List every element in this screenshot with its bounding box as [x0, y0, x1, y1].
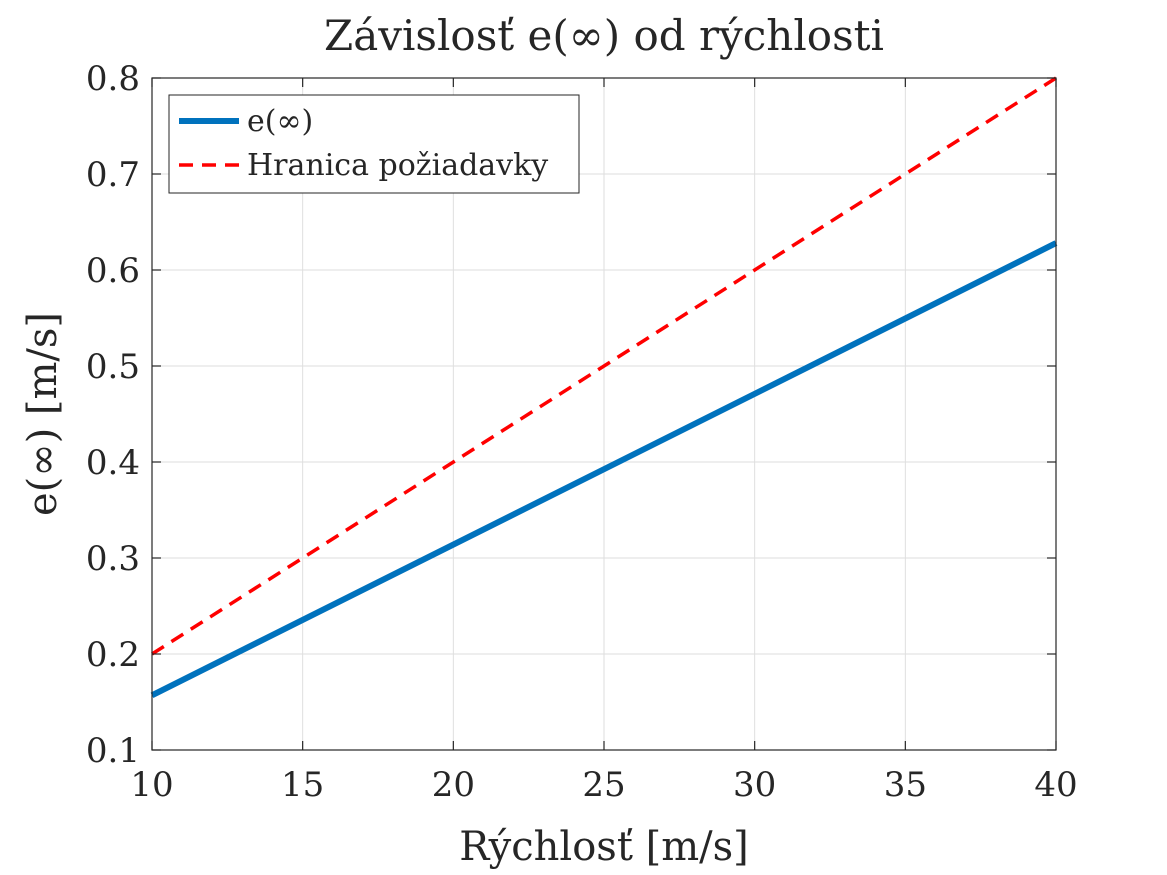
ticks — [151, 77, 1057, 751]
x-tick-labels: 10 15 20 25 30 35 40 — [130, 765, 1077, 805]
x-tick-label: 40 — [1034, 765, 1077, 805]
series-line-hranica-poziadavky — [151, 76, 1057, 656]
x-tick-label: 30 — [733, 765, 776, 805]
x-tick-label: 25 — [582, 765, 625, 805]
x-axis-title: Rýchlosť [m/s] — [459, 824, 749, 870]
y-tick-label: 0.7 — [86, 155, 140, 195]
x-tick-label: 10 — [130, 765, 173, 805]
y-tick-label: 0.2 — [86, 635, 140, 675]
chart-title: Závislosť e(∞) od rýchlosti — [324, 11, 884, 60]
y-tick-label: 0.6 — [86, 251, 140, 291]
y-tick-label: 0.4 — [86, 443, 140, 483]
grid — [152, 78, 1056, 750]
y-axis-title: e(∞) [m/s] — [20, 312, 66, 516]
x-tick-label: 35 — [884, 765, 927, 805]
y-tick-label: 0.3 — [86, 539, 140, 579]
y-tick-labels: 0.1 0.2 0.3 0.4 0.5 0.6 0.7 0.8 — [86, 59, 140, 771]
legend-box — [168, 94, 580, 194]
series-layer — [150, 76, 1058, 698]
legend: e(∞) Hranica požiadavky — [168, 94, 580, 194]
legend-label-hranica-poziadavky: Hranica požiadavky — [247, 148, 548, 183]
y-tick-label: 0.8 — [86, 59, 140, 99]
legend-label-e-inf: e(∞) — [247, 104, 313, 139]
x-tick-label: 20 — [432, 765, 475, 805]
y-tick-label: 0.5 — [86, 347, 140, 387]
series-line-e-inf — [150, 240, 1058, 698]
y-tick-label: 0.1 — [86, 731, 140, 771]
x-tick-label: 15 — [281, 765, 324, 805]
